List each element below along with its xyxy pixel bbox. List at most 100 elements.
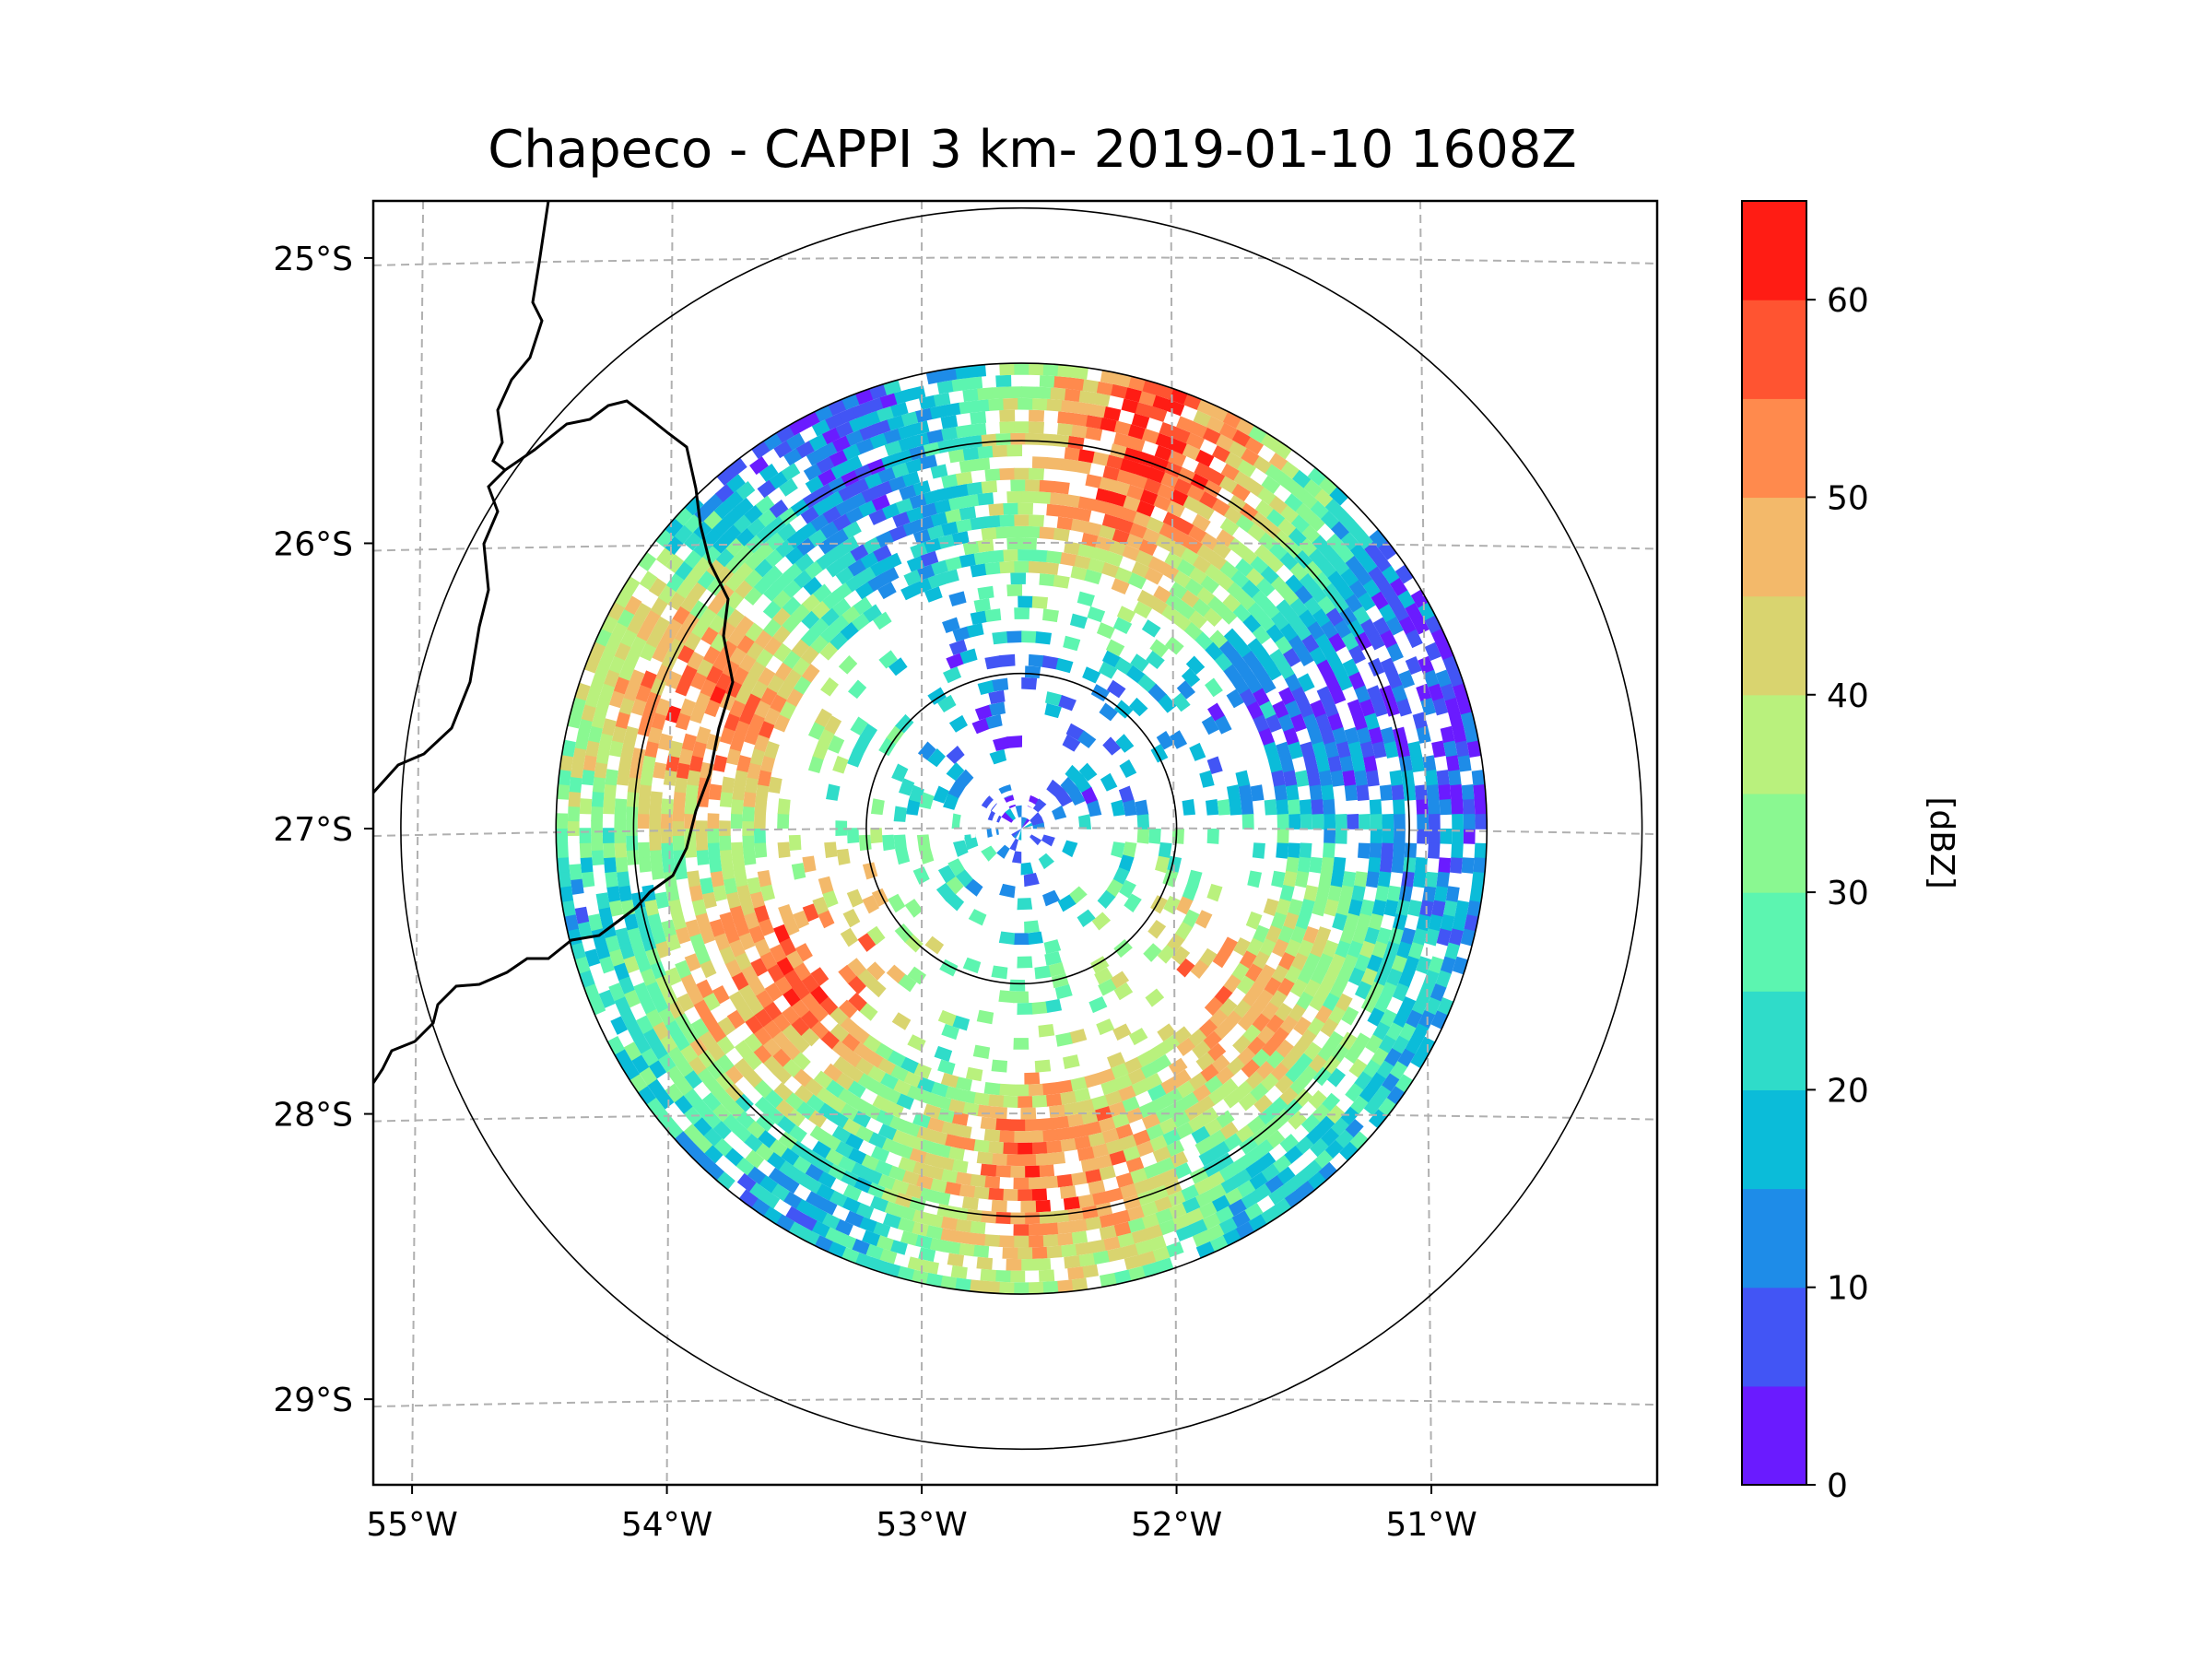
- echo-cell: [1053, 574, 1070, 589]
- echo-cell: [1168, 540, 1188, 559]
- echo-cell: [740, 964, 759, 984]
- echo-cell: [614, 1048, 632, 1068]
- echo-cell: [793, 910, 810, 929]
- echo-cell: [1113, 1269, 1132, 1285]
- echo-cell: [705, 1161, 724, 1181]
- echo-cell: [920, 550, 939, 567]
- echo-cell: [886, 724, 905, 745]
- echo-cell: [691, 618, 710, 639]
- echo-cell: [1009, 1165, 1026, 1178]
- echo-cell: [801, 411, 821, 429]
- echo-cell: [888, 893, 906, 913]
- echo-cell: [824, 841, 838, 859]
- echo-cell: [999, 560, 1016, 574]
- echo-cell: [1271, 870, 1286, 888]
- echo-cell: [614, 995, 631, 1015]
- echo-cell: [753, 904, 770, 923]
- echo-cell: [1321, 1092, 1341, 1112]
- echo-cell: [1196, 586, 1216, 606]
- echo-cell: [912, 480, 931, 496]
- echo-cell: [947, 449, 966, 464]
- echo-cell: [1106, 679, 1126, 699]
- echo-cell: [1303, 885, 1319, 902]
- echo-cell: [570, 877, 584, 895]
- echo-cell: [1196, 544, 1216, 562]
- echo-cell: [618, 975, 635, 994]
- echo-cell: [1186, 484, 1206, 502]
- echo-cell: [1288, 481, 1308, 500]
- echo-cell: [1424, 641, 1441, 662]
- echo-cell: [1316, 953, 1334, 972]
- echo-cell: [1186, 869, 1203, 888]
- echo-cell: [1428, 829, 1441, 844]
- echo-cell: [804, 560, 824, 580]
- echo-cell: [741, 673, 759, 692]
- echo-cell: [646, 1097, 665, 1117]
- echo-cell: [1308, 548, 1328, 568]
- echo-cell: [1067, 435, 1085, 450]
- echo-cell: [1153, 585, 1172, 604]
- echo-cell: [1279, 884, 1295, 902]
- echo-cell: [703, 1144, 724, 1164]
- echo-cell: [892, 1078, 912, 1097]
- echo-cell: [795, 1100, 816, 1120]
- echo-cell: [695, 726, 712, 745]
- echo-cell: [829, 449, 849, 467]
- echo-cell: [1239, 1135, 1259, 1155]
- echo-cell: [629, 635, 648, 654]
- echo-cell: [1013, 991, 1030, 1004]
- echo-cell: [1024, 1165, 1041, 1178]
- echo-cell: [650, 1040, 668, 1060]
- echo-cell: [1329, 980, 1347, 999]
- echo-cell: [819, 521, 840, 539]
- echo-cell: [834, 1140, 854, 1159]
- echo-cell: [767, 515, 787, 535]
- echo-cell: [725, 747, 742, 766]
- echo-cell: [640, 967, 657, 986]
- echo-cell: [742, 834, 755, 851]
- echo-cell: [888, 1115, 908, 1133]
- echo-cell: [772, 924, 791, 943]
- echo-cell: [738, 653, 757, 673]
- echo-cell: [852, 1110, 872, 1128]
- echo-cell: [825, 490, 844, 509]
- echo-cell: [1108, 539, 1127, 557]
- echo-cell: [837, 1155, 856, 1173]
- echo-cell: [724, 712, 741, 732]
- echo-cell: [802, 855, 817, 873]
- echo-cell: [929, 1237, 947, 1253]
- echo-cell: [1141, 1262, 1160, 1277]
- echo-cell: [1062, 840, 1078, 858]
- echo-cell: [1114, 372, 1133, 388]
- echo-cell: [1024, 1212, 1041, 1225]
- echo-cell: [1403, 856, 1417, 874]
- echo-cell: [661, 919, 677, 938]
- echo-cell: [1268, 990, 1288, 1009]
- echo-cell: [636, 622, 654, 641]
- echo-cell: [1069, 1077, 1088, 1092]
- echo-cell: [1198, 1148, 1218, 1167]
- echo-cell: [629, 761, 643, 779]
- echo-cell: [812, 896, 830, 915]
- echo-cell: [688, 1055, 707, 1076]
- echo-cell: [700, 1011, 719, 1031]
- echo-cell: [860, 551, 879, 570]
- echo-cell: [992, 677, 1009, 692]
- echo-cell: [1284, 1064, 1304, 1084]
- echo-cell: [577, 921, 593, 939]
- echo-cell: [1238, 784, 1253, 802]
- echo-cell: [908, 784, 924, 803]
- echo-cell: [1250, 556, 1269, 575]
- echo-cell: [835, 820, 848, 837]
- colorbar-tick-label: 20: [1827, 1072, 1869, 1110]
- echo-cell: [1349, 1131, 1369, 1151]
- echo-cell: [594, 941, 611, 960]
- echo-cell: [620, 740, 636, 758]
- echo-cell: [1377, 871, 1392, 888]
- echo-cell: [1312, 741, 1327, 759]
- colorbar-bin: [1742, 1287, 1806, 1387]
- echo-cell: [1067, 377, 1085, 391]
- echo-cell: [952, 626, 971, 642]
- echo-cell: [630, 1053, 650, 1074]
- echo-cell: [1275, 1075, 1294, 1094]
